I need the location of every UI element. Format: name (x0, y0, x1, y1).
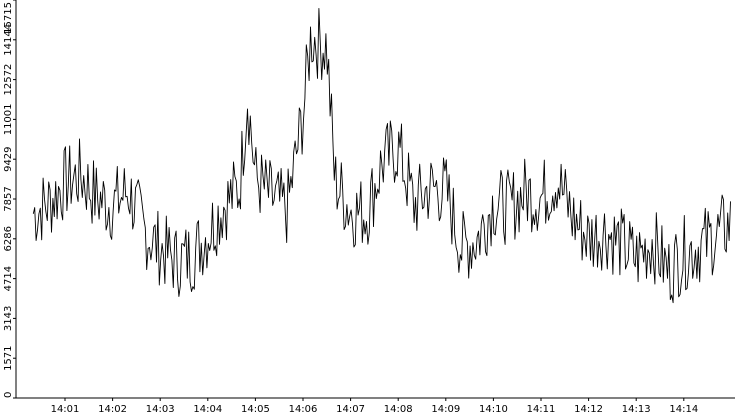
y-tick-label: 7857 (3, 186, 14, 211)
y-tick-label: 11001 (3, 103, 14, 135)
x-tick-label: 14:06 (289, 404, 318, 415)
x-tick-label: 14:02 (98, 404, 127, 415)
x-tick-label: 14:03 (146, 404, 175, 415)
x-tick-label: 14:07 (336, 404, 365, 415)
y-tick-label: 3143 (3, 306, 14, 331)
x-tick-label: 14:13 (622, 404, 651, 415)
x-tick-label: 14:10 (479, 404, 508, 415)
x-tick-label: 14:11 (527, 404, 556, 415)
x-tick-label: 14:08 (384, 404, 413, 415)
y-tick-label: 1571 (3, 345, 14, 370)
y-tick-label: 12572 (3, 64, 14, 96)
x-tick-label: 14:12 (574, 404, 603, 415)
x-tick-label: 14:14 (669, 404, 698, 415)
axes: 0 1571 3143 4714 6286 7857 9429 11001 12572 14144… (3, 0, 735, 415)
y-tick-label: 0 (3, 392, 14, 398)
x-tick-label: 14:09 (431, 404, 460, 415)
x-tick-label: 14:04 (193, 404, 222, 415)
y-tick-label: 4714 (3, 266, 14, 291)
x-tick-label: 14:01 (51, 404, 80, 415)
series-layer (32, 8, 731, 304)
y-tick-label: 9429 (3, 146, 14, 171)
x-tick-label: 14:05 (241, 404, 270, 415)
y-tick-label: 14144 (3, 24, 14, 56)
series-line (32, 8, 731, 304)
y-tick-label: 15715 (3, 2, 14, 34)
y-tick-label: 6286 (3, 226, 14, 251)
